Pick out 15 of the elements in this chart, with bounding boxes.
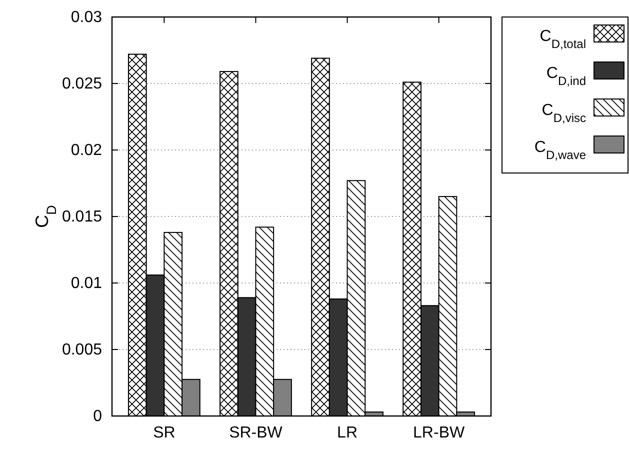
- y-tick-label: 0: [93, 408, 102, 426]
- legend-label: C$_{D,total}$: [540, 28, 586, 51]
- x-tick-label: LR-BW: [413, 424, 466, 442]
- y-tick-label: 0.03: [70, 9, 102, 26]
- y-tick-label: 0.005: [62, 342, 102, 359]
- x-tick-label: SR-BW: [229, 424, 284, 442]
- x-tick-label: SR: [153, 424, 176, 442]
- legend-label: C$_{D,ind}$: [546, 65, 586, 88]
- y-tick-label: 0.01: [70, 275, 102, 292]
- x-tick-label: LR: [337, 424, 358, 442]
- legend-label: C$_{D,visc}$: [542, 102, 586, 125]
- y-tick-label: 0.02: [70, 142, 102, 160]
- y-tick-label: 0.015: [62, 208, 102, 226]
- legend-label: C$_{D,wave}$: [534, 139, 586, 162]
- y-tick-label: 0.025: [62, 76, 102, 93]
